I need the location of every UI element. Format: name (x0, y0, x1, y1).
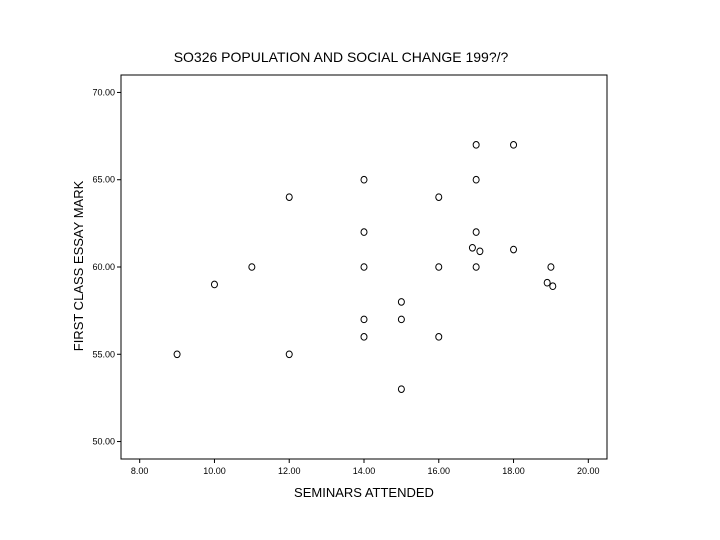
data-point (472, 141, 480, 149)
data-point (476, 247, 484, 256)
y-axis: 50.00 55.00 60.00 65.00 70.00 (92, 87, 121, 447)
chart-title: SO326 POPULATION AND SOCIAL CHANGE 199?/… (174, 49, 509, 65)
data-point (397, 298, 405, 306)
data-point (248, 263, 256, 271)
x-tick-label: 14.00 (353, 466, 376, 476)
x-tick-label: 18.00 (502, 466, 525, 476)
x-tick-label: 8.00 (131, 466, 149, 476)
data-point (510, 141, 518, 149)
data-point (510, 245, 518, 254)
data-point (543, 278, 551, 287)
data-point (360, 175, 368, 184)
data-point (360, 263, 368, 271)
y-axis-label: FIRST CLASS ESSAY MARK (71, 180, 86, 351)
data-point (435, 263, 443, 271)
data-point (173, 350, 181, 359)
data-point (397, 315, 405, 324)
y-tick-label: 70.00 (92, 87, 115, 97)
data-point (549, 282, 557, 291)
y-tick-label: 65.00 (92, 175, 115, 185)
data-point (472, 175, 480, 184)
data-point (472, 263, 480, 271)
data-point (285, 193, 293, 201)
data-point (472, 228, 480, 236)
y-tick-label: 60.00 (92, 262, 115, 272)
x-tick-label: 12.00 (278, 466, 301, 476)
data-point (435, 193, 443, 201)
y-tick-label: 55.00 (92, 349, 115, 359)
data-point (360, 228, 368, 236)
plot-area-frame (120, 74, 608, 460)
data-point (210, 280, 218, 289)
data-point (468, 244, 476, 252)
data-point (397, 385, 405, 393)
data-points (173, 141, 557, 393)
y-tick-label: 50.00 (92, 437, 115, 447)
data-point (360, 315, 368, 324)
data-point (435, 333, 443, 341)
x-tick-label: 16.00 (428, 466, 451, 476)
data-point (285, 350, 293, 359)
x-axis: 8.00 10.00 12.00 14.00 16.00 18.00 20.00 (131, 459, 600, 476)
x-axis-label: SEMINARS ATTENDED (294, 485, 434, 500)
data-point (360, 333, 368, 341)
x-tick-label: 10.00 (203, 466, 226, 476)
data-point (547, 263, 555, 271)
x-tick-label: 20.00 (577, 466, 600, 476)
